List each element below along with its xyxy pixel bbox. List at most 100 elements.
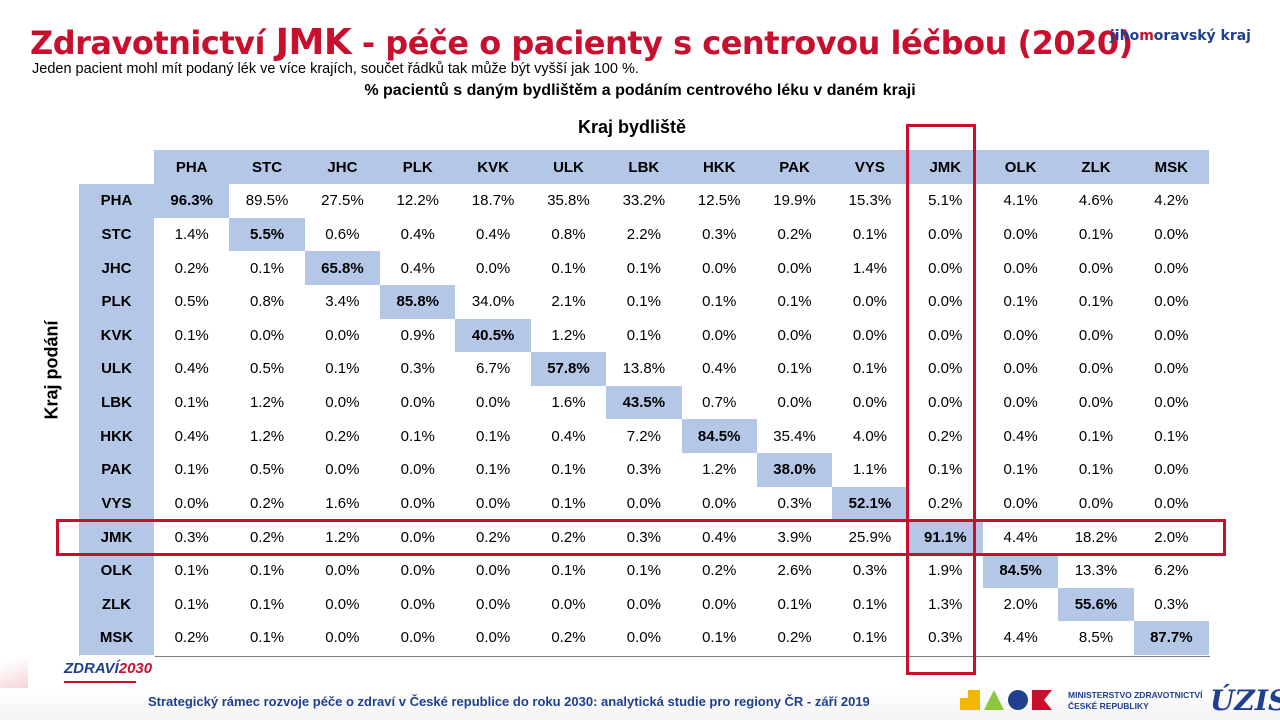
row-header: STC [79, 217, 154, 252]
blue-e-logo-icon [1008, 690, 1028, 710]
table-cell: 0.0% [1154, 394, 1189, 412]
row-header: KVK [79, 318, 154, 353]
table-cell: 35.8% [547, 192, 590, 210]
table-cell: 0.1% [626, 259, 661, 277]
table-cell: 4.4% [1003, 528, 1038, 546]
table-cell: 0.0% [400, 595, 435, 613]
table-cell: 0.1% [852, 595, 888, 613]
table-cell: 0.1% [702, 293, 737, 311]
table-cell: 0.1% [249, 562, 285, 580]
green-logo-icon [984, 690, 1004, 710]
table-cell: 2.0% [1154, 528, 1189, 546]
table-cell: 0.2% [928, 427, 963, 445]
table-cell: 0.0% [249, 326, 285, 344]
column-header: OLK [982, 150, 1059, 184]
table-cell-diagonal: 85.8% [380, 284, 456, 319]
table-cell: 0.1% [626, 562, 661, 580]
table-cell: 0.5% [249, 461, 285, 479]
table-cell: 4.1% [1003, 192, 1038, 210]
table-cell-diagonal: 84.5% [681, 419, 757, 453]
footer-text: Strategický rámec rozvoje péče o zdraví … [148, 694, 870, 709]
table-cell: 0.0% [928, 225, 963, 243]
data-table: PHA STC JHC PLK KVK ULK LBK HKK PAK VYS JMK OLK ZLK M… [79, 150, 1210, 655]
table-cell: 0.0% [551, 595, 586, 613]
title-part-1: Zdravotnictví [30, 24, 265, 62]
column-header: STC [229, 150, 305, 184]
table-cell: 0.1% [325, 360, 360, 378]
table-cell: 0.2% [174, 629, 209, 647]
table-cell: 13.8% [622, 360, 666, 378]
table-cell: 0.0% [702, 595, 737, 613]
table-cell: 0.4% [476, 225, 511, 243]
column-header: JHC [304, 150, 381, 184]
column-header: PHA [154, 150, 230, 184]
table-cell: 0.1% [551, 461, 586, 479]
table-cell: 0.1% [174, 394, 209, 412]
table-cell: 0.0% [1154, 259, 1189, 277]
table-cell: 0.0% [1154, 461, 1189, 479]
table-cell: 6.7% [476, 360, 511, 378]
table-cell-diagonal: 43.5% [606, 385, 682, 420]
table-cell: 13.3% [1074, 562, 1118, 580]
row-header: JMK [79, 520, 154, 554]
table-cell: 0.0% [325, 562, 360, 580]
column-header: VYS [832, 150, 908, 184]
partner-logos [960, 690, 1056, 714]
table-cell: 0.1% [551, 259, 586, 277]
table-cell-diagonal: 87.7% [1133, 621, 1210, 655]
table-cell-diagonal: 65.8% [304, 251, 381, 285]
table-cell: 12.5% [697, 192, 741, 210]
table-cell: 0.0% [325, 326, 360, 344]
table-cell: 0.1% [476, 427, 511, 445]
row-header: JHC [79, 251, 154, 285]
table-left-border [79, 184, 80, 656]
table-cell: 0.6% [325, 225, 360, 243]
column-header: PLK [380, 150, 456, 184]
table-cell-diagonal: 38.0% [756, 453, 833, 487]
table-cell: 0.1% [476, 461, 511, 479]
table-cell: 0.5% [174, 293, 209, 311]
table-cell: 0.1% [1003, 293, 1038, 311]
table-cell: 0.0% [174, 494, 209, 512]
table-cell: 0.3% [400, 360, 435, 378]
table-cell: 0.0% [1003, 394, 1038, 412]
table-cell: 0.1% [777, 293, 812, 311]
table-cell: 0.0% [1003, 326, 1038, 344]
table-cell: 0.1% [174, 461, 209, 479]
table-cell: 0.2% [249, 528, 285, 546]
table-cell: 0.1% [852, 225, 888, 243]
table-cell: 1.9% [928, 562, 963, 580]
page-subtitle: Jeden pacient mohl mít podaný lék ve víc… [32, 61, 639, 77]
table-cell: 0.0% [400, 629, 435, 647]
highlight-jmk-column [906, 124, 976, 675]
table-cell: 0.0% [400, 461, 435, 479]
table-cell: 33.2% [622, 192, 666, 210]
table-cell: 0.9% [400, 326, 435, 344]
table-cell: 0.1% [777, 360, 812, 378]
table-heading: % pacientů s daným bydlištěm a podáním c… [364, 82, 916, 99]
table-cell: 0.0% [852, 394, 888, 412]
table-cell: 0.0% [928, 394, 963, 412]
table-cell: 0.0% [928, 326, 963, 344]
table-cell: 1.2% [702, 461, 737, 479]
zdravi-2030-logo: ZDRAVÍ2030 [64, 660, 152, 683]
table-cell-diagonal: 96.3% [154, 184, 230, 218]
table-cell: 0.2% [476, 528, 511, 546]
table-cell: 0.0% [325, 394, 360, 412]
table-cell-diagonal: 84.5% [982, 553, 1059, 588]
table-cell: 0.0% [476, 629, 511, 647]
highlight-jmk-row [56, 519, 1226, 556]
table-cell: 6.2% [1154, 562, 1189, 580]
uzis-logo: ÚZIS [1210, 684, 1280, 717]
table-cell: 0.0% [400, 528, 435, 546]
table-cell: 1.2% [325, 528, 360, 546]
table-cell: 0.0% [325, 629, 360, 647]
table-cell: 7.2% [626, 427, 661, 445]
table-cell: 2.0% [1003, 595, 1038, 613]
table-cell: 0.1% [852, 629, 888, 647]
column-header: HKK [681, 150, 757, 184]
table-cell: 0.0% [852, 293, 888, 311]
table-cell: 0.0% [1003, 259, 1038, 277]
table-cell: 0.0% [476, 494, 511, 512]
red-logo-icon [1032, 690, 1052, 710]
